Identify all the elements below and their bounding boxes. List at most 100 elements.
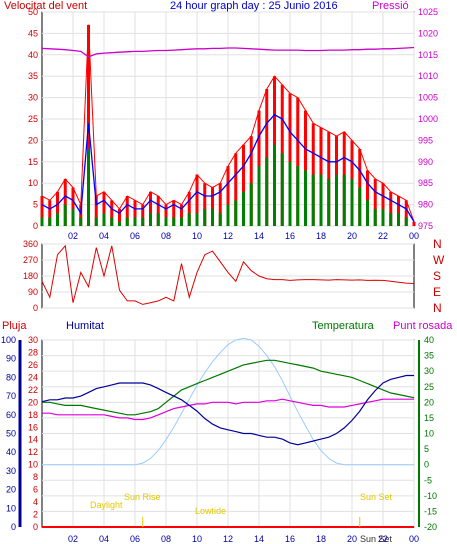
rain-tick-label: 22: [28, 385, 38, 395]
wind-avg-line: [41, 113, 415, 223]
rain-tick-label: 6: [33, 485, 38, 495]
rain-tick-label: 10: [28, 460, 38, 470]
wind-speed-label: Velocitat del vent: [4, 0, 88, 12]
temp-tick-label: 35: [424, 351, 434, 361]
humidity-tick-label: 90: [6, 354, 16, 364]
wind-direction-line: [41, 244, 415, 305]
top-x-tick-label: 16: [285, 231, 295, 241]
dir-tick-label: 180: [23, 271, 38, 281]
top-x-tick-label: 18: [316, 231, 326, 241]
graph-title: 24 hour graph day : 25 Junio 2016: [170, 0, 338, 12]
dir-tick-label: 90: [28, 287, 38, 297]
bottom-x-tick-label: 12: [223, 534, 233, 544]
wind-pressure-chart: 0510152025303540455097598098599099510001…: [28, 7, 438, 241]
top-left-tick-label: 40: [28, 50, 38, 60]
bottom-x-tick-label: 22: [378, 534, 388, 544]
dewpoint-line: [42, 398, 414, 421]
dir-tick-label: 360: [23, 239, 38, 249]
rain-tick-label: 16: [28, 422, 38, 432]
humidity-tick-label: 80: [6, 372, 16, 382]
top-right-tick-label: 975: [418, 221, 433, 231]
temp-tick-label: 25: [424, 382, 434, 392]
top-x-tick-label: 08: [161, 231, 171, 241]
humidity-tick-label: 70: [6, 391, 16, 401]
top-left-tick-label: 0: [33, 221, 38, 231]
temperature-line: [42, 359, 415, 416]
twilight-label: Daylight: [90, 500, 123, 510]
top-left-tick-label: 50: [28, 7, 38, 17]
solar-line: [42, 337, 414, 466]
bottom-x-tick-label: 16: [285, 534, 295, 544]
humidity-tick-label: 100: [1, 335, 16, 345]
bottom-x-tick-label: 08: [161, 534, 171, 544]
top-x-tick-label: 10: [192, 231, 202, 241]
rain-label: Pluja: [2, 320, 27, 332]
humidity-label: Humitat: [66, 320, 104, 332]
bottom-x-tick-label: 02: [68, 534, 78, 544]
top-right-tick-label: 1000: [418, 114, 438, 124]
rain-tick-label: 12: [28, 447, 38, 457]
top-right-tick-label: 990: [418, 157, 433, 167]
sunrise-label: Sun Rise: [124, 492, 161, 502]
top-x-tick-label: 14: [254, 231, 264, 241]
humidity-tick-label: 30: [6, 466, 16, 476]
rain-tick-label: 8: [33, 472, 38, 482]
top-left-tick-label: 10: [28, 178, 38, 188]
lowtide-label: Lowtide: [195, 506, 227, 516]
rain-tick-label: 26: [28, 360, 38, 370]
top-left-tick-label: 20: [28, 135, 38, 145]
sunset-bottom-label: Sun Set: [360, 534, 393, 544]
bottom-x-tick-label: 10: [192, 534, 202, 544]
rain-tick-label: 2: [33, 510, 38, 520]
rain-tick-label: 0: [33, 522, 38, 532]
rain-tick-label: 18: [28, 410, 38, 420]
temp-tick-label: 40: [424, 335, 434, 345]
rain-tick-label: 14: [28, 435, 38, 445]
temp-tick-label: -15: [424, 506, 437, 516]
compass-n-bottom: N: [433, 301, 442, 315]
top-left-tick-label: 35: [28, 71, 38, 81]
top-x-tick-label: 20: [347, 231, 357, 241]
top-left-tick-label: 15: [28, 157, 38, 167]
top-right-tick-label: 1015: [418, 50, 438, 60]
temp-tick-label: 15: [424, 413, 434, 423]
temp-tick-label: -20: [424, 522, 437, 532]
temperature-label: Temperatura: [312, 320, 374, 332]
humidity-line: [41, 374, 414, 446]
compass-e: E: [433, 285, 442, 299]
humidity-tick-label: 60: [6, 410, 16, 420]
top-x-tick-label: 04: [99, 231, 109, 241]
bottom-x-tick-label: 18: [316, 534, 326, 544]
bottom-x-tick-label: 00: [409, 534, 419, 544]
top-left-tick-label: 45: [28, 28, 38, 38]
rain-tick-label: 30: [28, 335, 38, 345]
compass-w: W: [433, 253, 445, 267]
temp-tick-label: 30: [424, 366, 434, 376]
top-x-tick-label: 06: [130, 231, 140, 241]
humidity-tick-label: 10: [6, 503, 16, 513]
humidity-tick-label: 50: [6, 429, 16, 439]
dewpoint-label: Punt rosada: [393, 320, 453, 332]
top-x-tick-label: 02: [68, 231, 78, 241]
top-right-tick-label: 1010: [418, 71, 438, 81]
top-right-tick-label: 1020: [418, 28, 438, 38]
wind-direction-chart: 0 90 180 270 360: [23, 239, 415, 313]
bottom-x-tick-label: 04: [99, 534, 109, 544]
top-right-tick-label: 995: [418, 135, 433, 145]
top-right-tick-label: 1005: [418, 93, 438, 103]
top-right-tick-label: 985: [418, 178, 433, 188]
pressure-line: [41, 46, 415, 58]
temp-tick-label: 5: [424, 444, 429, 454]
top-x-tick-label: 00: [409, 231, 419, 241]
bottom-x-tick-label: 06: [130, 534, 140, 544]
dir-tick-label: 270: [23, 255, 38, 265]
bottom-x-tick-label: 14: [254, 534, 264, 544]
sunset-label: Sun Set: [360, 492, 393, 502]
humidity-tick-label: 0: [11, 522, 16, 532]
humidity-tick-label: 40: [6, 447, 16, 457]
dir-tick-label: 0: [33, 303, 38, 313]
compass-s: S: [433, 269, 442, 283]
temp-tick-label: -5: [424, 475, 432, 485]
rain-tick-label: 28: [28, 347, 38, 357]
